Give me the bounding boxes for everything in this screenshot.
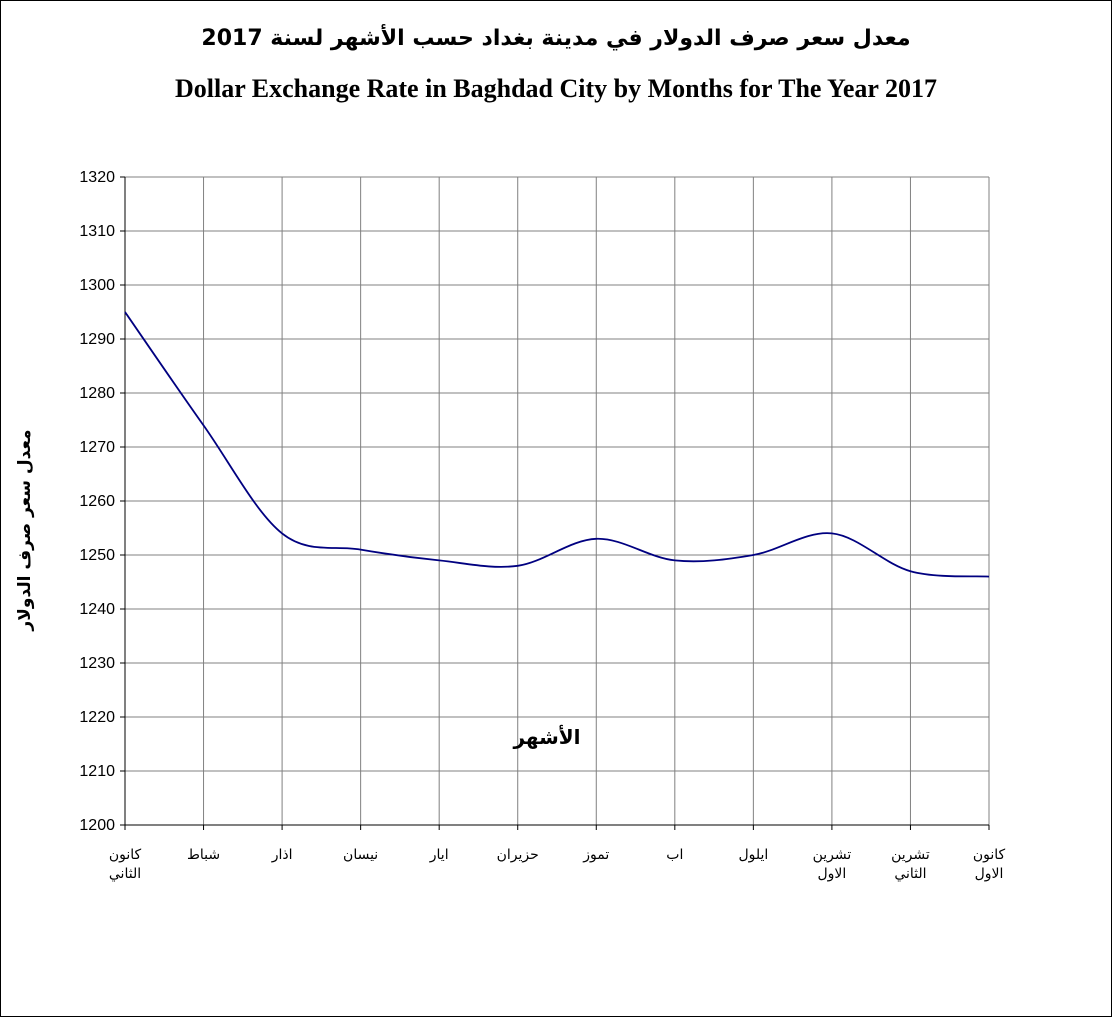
- y-tick-label: 1240: [79, 601, 115, 618]
- chart-title-arabic: معدل سعر صرف الدولار في مدينة بغداد حسب …: [201, 26, 911, 51]
- x-tick-label: اب: [666, 847, 683, 863]
- y-axis-label: معدل سعر صرف الدولار: [15, 429, 35, 631]
- x-axis-label: الأشهر: [512, 724, 580, 749]
- y-tick-label: 1300: [79, 277, 115, 294]
- x-tick-label: حزيران: [497, 847, 539, 863]
- y-tick-label: 1230: [79, 655, 115, 672]
- y-tick-label: 1310: [79, 223, 115, 240]
- series-line: [124, 311, 990, 578]
- x-tick-label: كانون: [109, 847, 142, 863]
- x-tick-label: الاول: [818, 866, 847, 882]
- y-tick-label: 1280: [79, 385, 115, 402]
- x-tick-label: تشرين: [891, 847, 930, 863]
- x-axis-ticks: كانون الثاني شباط اذار نيسان ايار حزيران تموز اب…: [109, 825, 1006, 882]
- x-tick-label: الاول: [975, 866, 1004, 882]
- x-tick-label: ايار: [429, 847, 449, 863]
- y-tick-label: 1210: [79, 763, 115, 780]
- y-axis-ticks: 1200 1210 1220 1230 1240 1250 1260 1270 1280 1290…: [79, 169, 125, 834]
- y-tick-label: 1260: [79, 493, 115, 510]
- y-tick-label: 1220: [79, 709, 115, 726]
- x-tick-label: كانون: [973, 847, 1006, 863]
- x-tick-label: ايلول: [738, 847, 768, 863]
- x-tick-label: نيسان: [343, 847, 378, 863]
- grid-lines: [125, 176, 990, 825]
- y-tick-label: 1320: [79, 169, 115, 186]
- x-tick-label: اذار: [271, 847, 293, 863]
- y-tick-label: 1250: [79, 547, 115, 564]
- x-tick-label: شباط: [187, 847, 220, 863]
- chart-title-english: Dollar Exchange Rate in Baghdad City by …: [174, 74, 937, 103]
- series-group: [124, 311, 990, 578]
- x-tick-label: الثاني: [894, 866, 926, 882]
- x-tick-label: تموز: [582, 847, 609, 863]
- x-tick-label: الثاني: [109, 866, 141, 882]
- x-tick-label: تشرين: [813, 847, 852, 863]
- y-tick-label: 1270: [79, 439, 115, 456]
- y-tick-label: 1200: [79, 817, 115, 834]
- y-tick-label: 1290: [79, 331, 115, 348]
